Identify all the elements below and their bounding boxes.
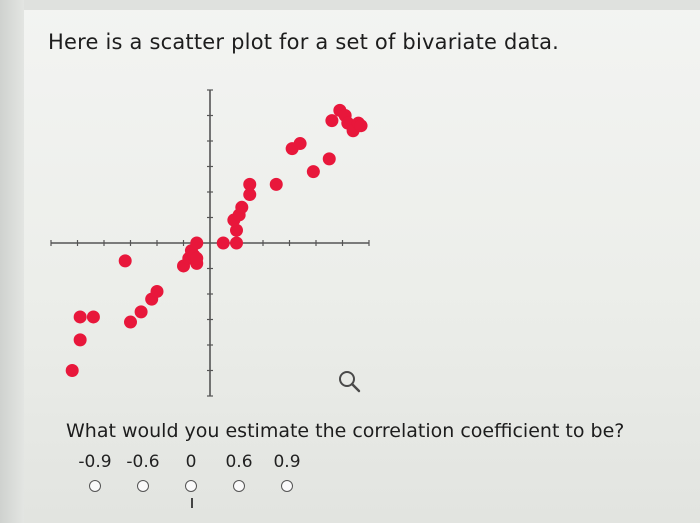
option-neg-0-9[interactable]: -0.9 <box>72 452 118 492</box>
data-point <box>190 236 204 250</box>
data-point <box>216 236 230 250</box>
option-0-6[interactable]: 0.6 <box>216 452 262 492</box>
data-point <box>118 254 132 268</box>
data-point <box>293 137 307 151</box>
data-point <box>306 165 320 179</box>
radio-button[interactable] <box>233 480 245 492</box>
top-panel-edge <box>24 0 700 10</box>
data-point <box>269 177 283 191</box>
data-point <box>134 305 148 319</box>
data-point <box>73 310 87 324</box>
option-label: 0.9 <box>273 452 301 472</box>
data-point <box>73 333 87 347</box>
magnifier-icon[interactable] <box>336 368 362 399</box>
radio-button[interactable] <box>89 480 101 492</box>
option-0[interactable]: 0 <box>168 452 214 492</box>
radio-button[interactable] <box>185 480 197 492</box>
question-prompt: What would you estimate the correlation … <box>66 420 625 442</box>
data-point <box>325 114 339 128</box>
data-point <box>124 315 137 329</box>
text-cursor <box>191 498 193 508</box>
radio-button[interactable] <box>281 480 293 492</box>
data-point <box>230 236 243 250</box>
option-label: 0.6 <box>225 452 253 472</box>
magnifier-icon-glyph <box>339 371 361 393</box>
option-label: -0.9 <box>78 452 112 472</box>
data-point <box>243 188 257 202</box>
data-point <box>86 310 100 324</box>
option-label: 0 <box>185 452 197 472</box>
data-point <box>150 284 164 298</box>
data-point <box>65 364 79 377</box>
option-label: -0.6 <box>126 452 160 472</box>
data-point <box>354 119 368 133</box>
radio-button[interactable] <box>137 480 149 492</box>
left-panel-edge <box>0 0 24 523</box>
data-point <box>230 223 243 237</box>
option-0-9[interactable]: 0.9 <box>264 452 310 492</box>
question-title: Here is a scatter plot for a set of biva… <box>48 30 560 54</box>
data-point <box>190 251 204 265</box>
data-point <box>243 177 257 191</box>
data-point <box>235 200 249 214</box>
option-neg-0-6[interactable]: -0.6 <box>120 452 166 492</box>
scatter-plot <box>50 89 370 397</box>
data-point <box>322 152 336 166</box>
